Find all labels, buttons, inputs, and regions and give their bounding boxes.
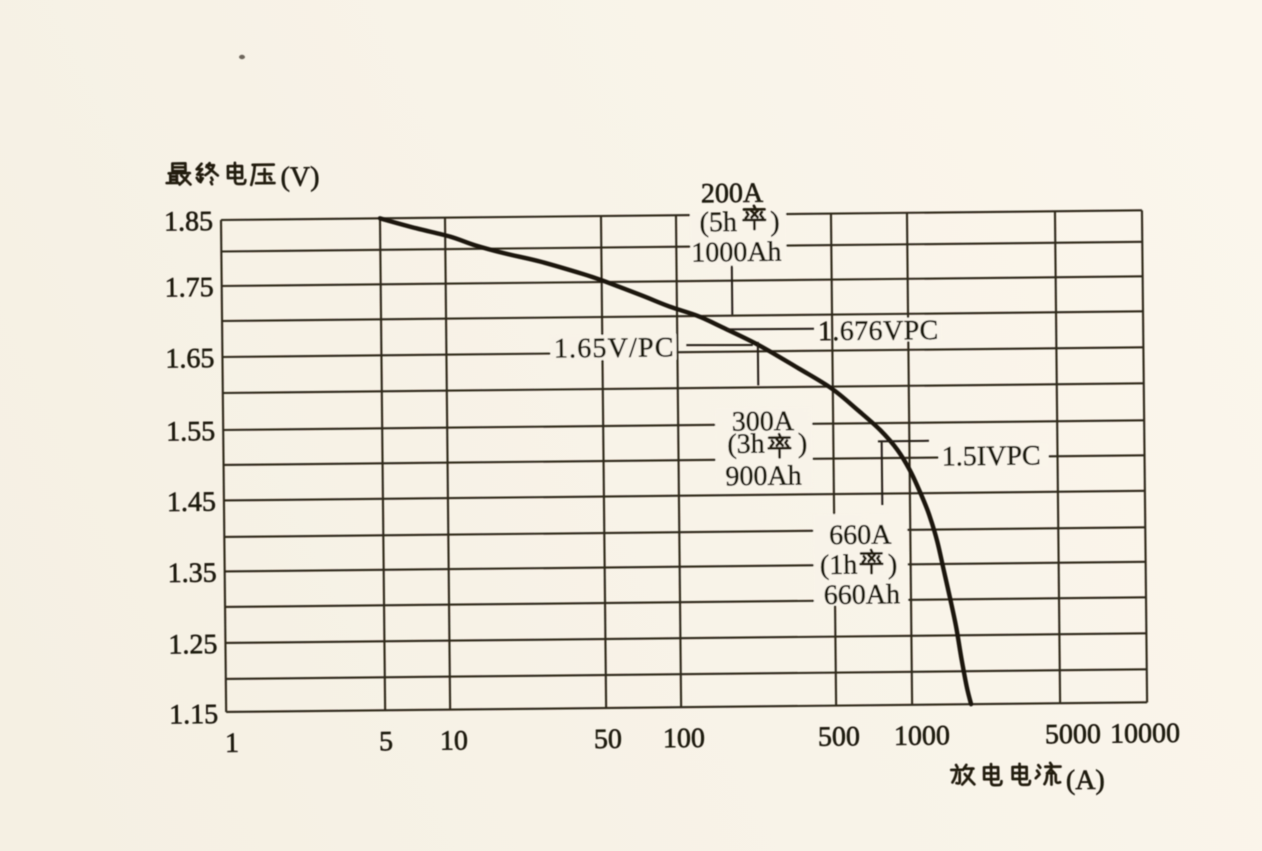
svg-text:1.35: 1.35 <box>168 558 217 590</box>
svg-text:1000: 1000 <box>894 720 950 752</box>
svg-text:100: 100 <box>663 723 705 754</box>
svg-text:(1h: (1h <box>820 550 858 581</box>
svg-text:(V): (V) <box>280 161 319 192</box>
svg-text:5000: 5000 <box>1045 719 1101 751</box>
svg-text:660A: 660A <box>829 519 892 551</box>
svg-text:(5h: (5h <box>699 207 737 238</box>
svg-text:1.45: 1.45 <box>167 487 216 519</box>
svg-text:200A: 200A <box>701 178 764 210</box>
svg-text:): ) <box>770 207 780 238</box>
svg-text:1.85: 1.85 <box>164 206 213 238</box>
svg-text:5: 5 <box>379 726 393 757</box>
svg-text:10: 10 <box>440 725 468 756</box>
svg-text:1: 1 <box>225 728 239 759</box>
svg-text:1.5IVPC: 1.5IVPC <box>942 440 1041 472</box>
svg-text:300A: 300A <box>732 406 795 438</box>
svg-text:900Ah: 900Ah <box>725 461 802 493</box>
svg-text:1.676VPC: 1.676VPC <box>818 315 939 347</box>
svg-text:(3h: (3h <box>727 429 765 460</box>
svg-text:1.15: 1.15 <box>169 699 218 731</box>
svg-text:500: 500 <box>818 721 860 752</box>
svg-text:): ) <box>798 428 808 459</box>
svg-text:1.55: 1.55 <box>166 416 215 448</box>
svg-text:50: 50 <box>594 724 622 755</box>
svg-text:1000Ah: 1000Ah <box>691 237 782 269</box>
svg-text:10000: 10000 <box>1110 718 1180 750</box>
svg-text:(A): (A) <box>1066 765 1105 796</box>
svg-text:1.75: 1.75 <box>165 272 214 304</box>
svg-text:1.25: 1.25 <box>168 629 217 661</box>
svg-text:1.65V/PC: 1.65V/PC <box>554 332 675 364</box>
svg-text:1.65: 1.65 <box>165 343 214 375</box>
svg-text:660Ah: 660Ah <box>824 579 901 611</box>
svg-text:): ) <box>888 549 898 580</box>
